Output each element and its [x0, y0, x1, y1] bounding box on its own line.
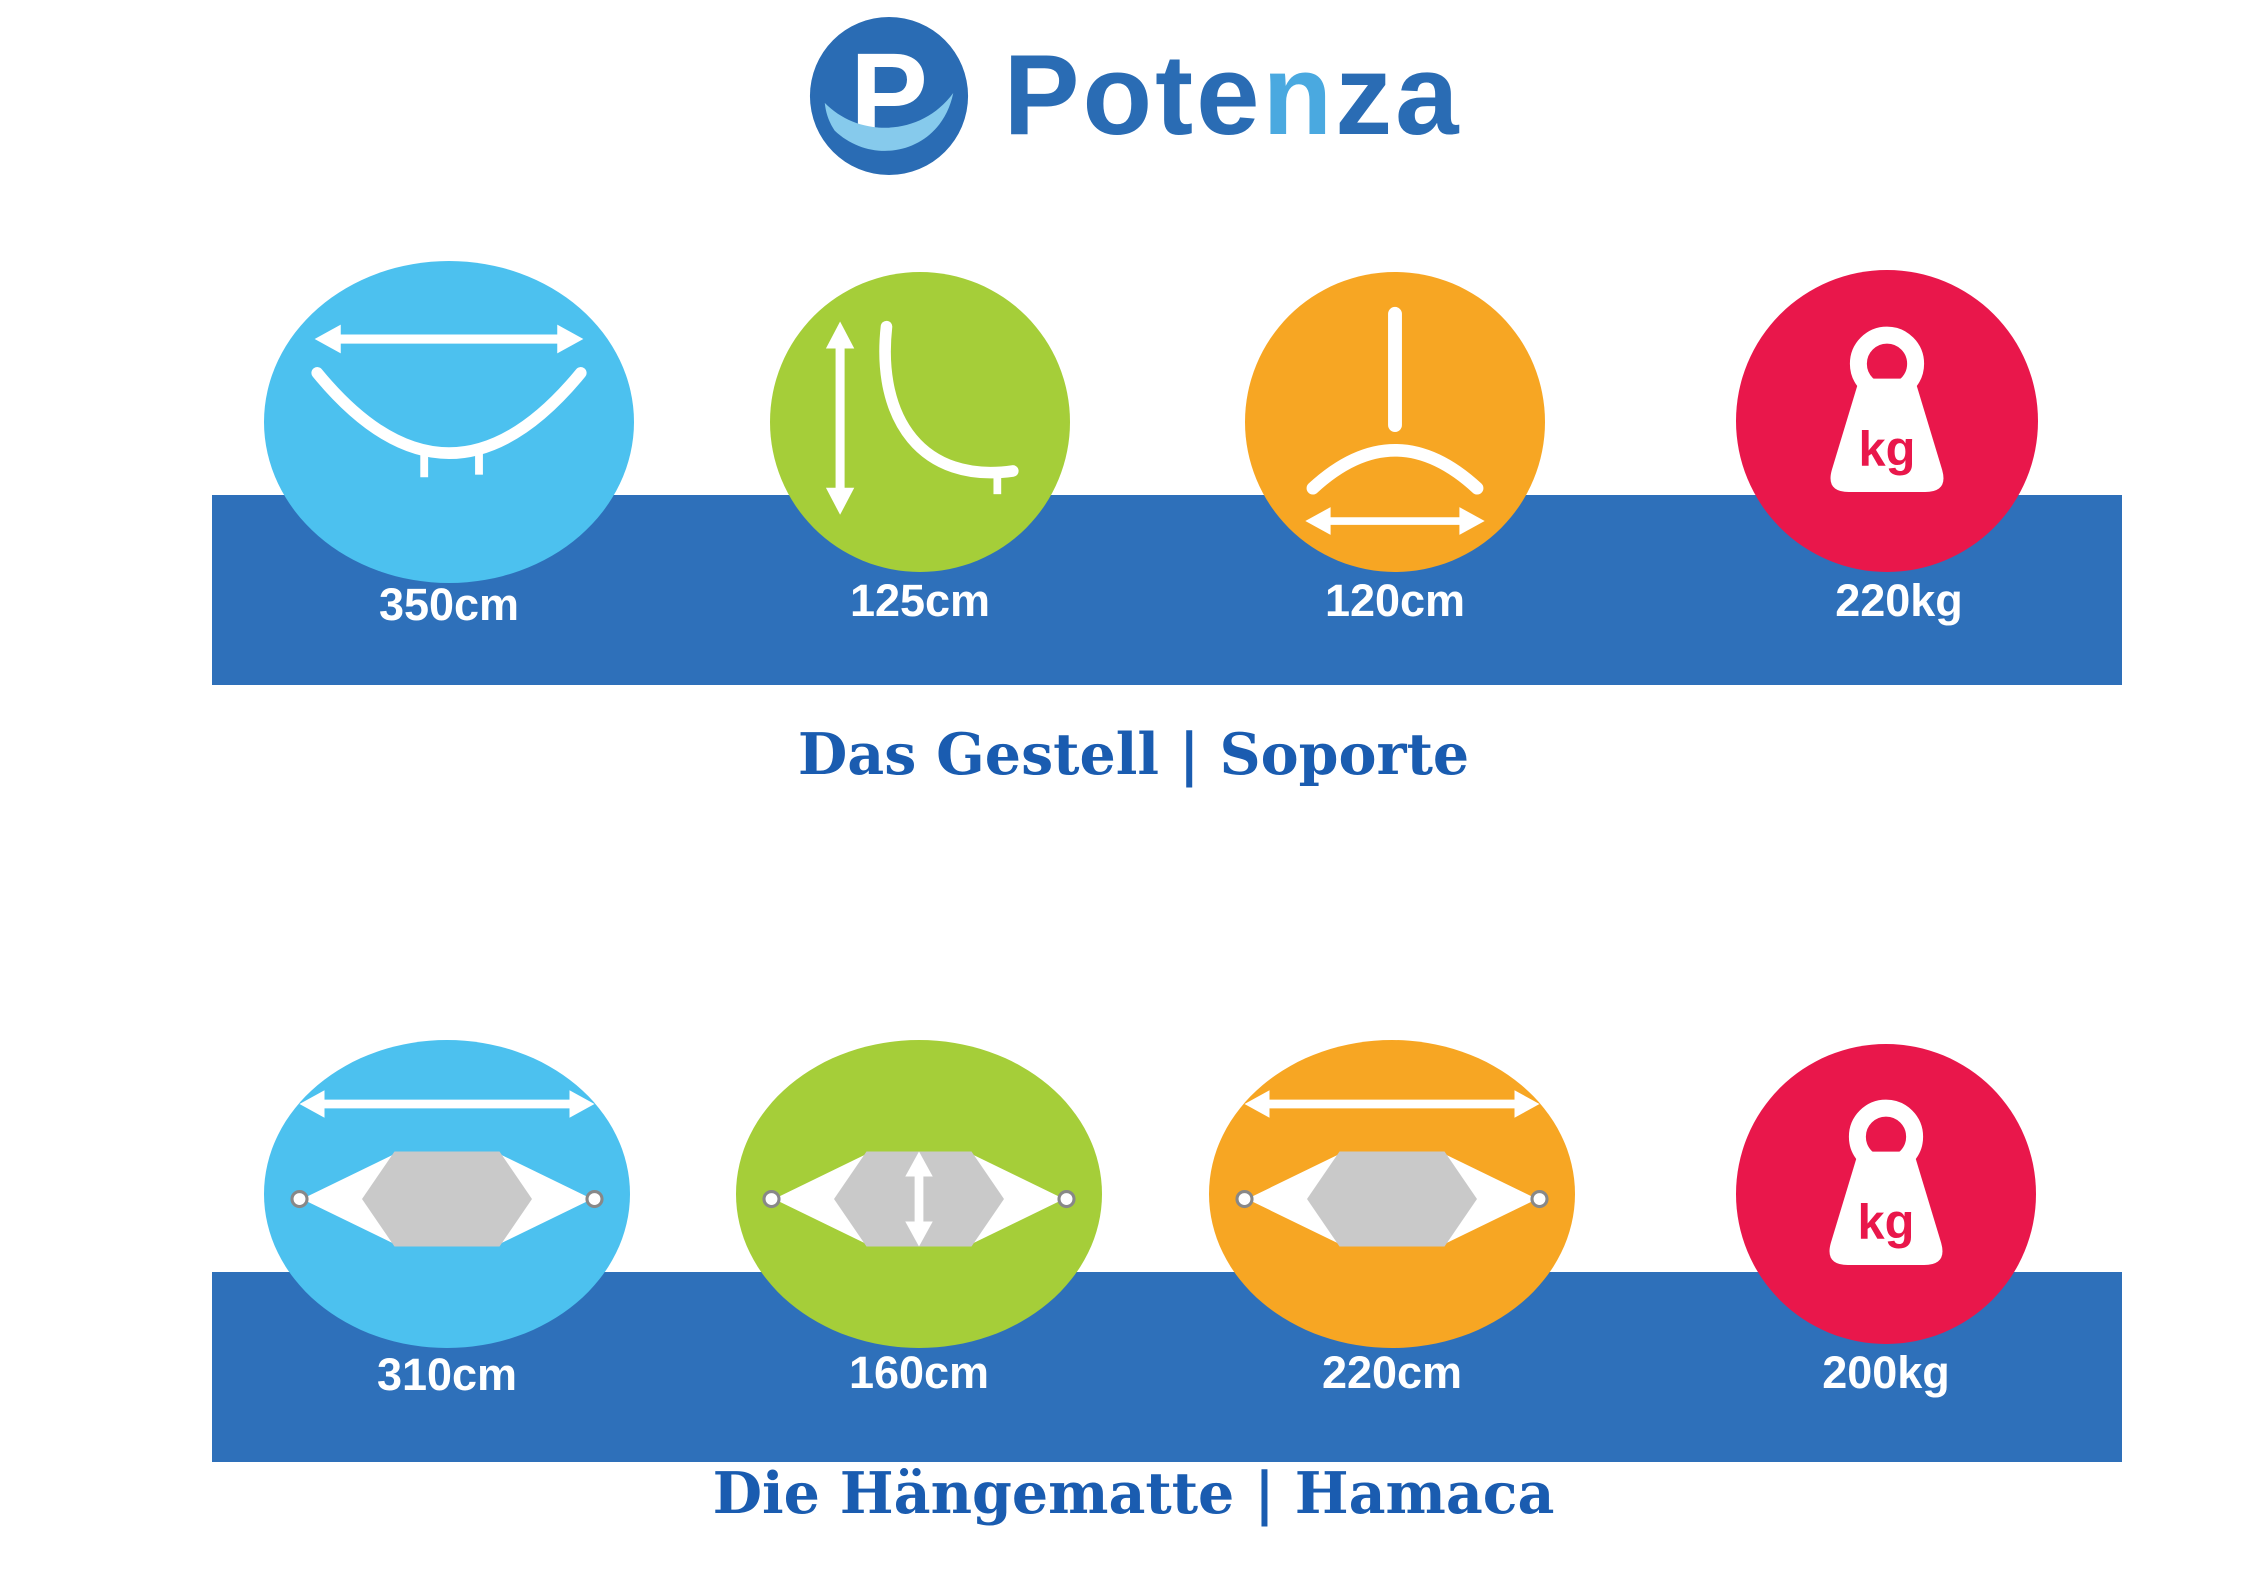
hammock-length-icon	[290, 1090, 604, 1247]
hammock-width-icon	[1235, 1090, 1549, 1247]
weight-kg-icon: kg	[1829, 1099, 1943, 1266]
hammock-width-circle	[1209, 1040, 1575, 1348]
stand-width-circle	[264, 261, 634, 583]
brand-name-post: za	[1335, 32, 1462, 159]
brand-name: Potenza	[1003, 39, 1461, 153]
brand-logo: P Potenza	[0, 12, 2267, 180]
hammock-height-icon	[762, 1151, 1076, 1247]
hammock-section-caption: Die Hängematte | Hamaca	[712, 1460, 1555, 1527]
potenza-hammock-logo-icon: P	[810, 16, 969, 176]
stand-base-width-icon	[1305, 306, 1485, 535]
hammock-height-label: 160cm	[848, 1347, 990, 1398]
hammock-length-circle	[264, 1040, 630, 1348]
stand-max-load-circle: kg	[1736, 270, 2038, 572]
stand-section-caption: Das Gestell | Soporte	[797, 721, 1470, 788]
stand-base-width-label: 120cm	[1324, 575, 1466, 626]
weight-kg-icon: kg	[1830, 326, 1944, 493]
hammock-height-circle	[736, 1040, 1102, 1348]
stand-height-circle	[770, 272, 1070, 572]
brand-name-accent: n	[1262, 32, 1336, 159]
hammock-max-load-label: 200kg	[1822, 1347, 1950, 1398]
hammock-max-load-circle: kg	[1736, 1044, 2036, 1344]
svg-text:kg: kg	[1859, 423, 1916, 477]
stand-width-icon	[311, 324, 587, 477]
stand-max-load-label: 220kg	[1835, 575, 1963, 626]
brand-name-pre: Pote	[1003, 32, 1263, 159]
stand-height-label: 125cm	[849, 575, 991, 626]
stand-height-icon	[825, 320, 1019, 515]
stand-base-width-circle	[1245, 272, 1545, 572]
svg-text:kg: kg	[1858, 1196, 1915, 1250]
hammock-length-label: 310cm	[376, 1349, 518, 1400]
hammock-width-label: 220cm	[1321, 1347, 1463, 1398]
stand-width-label: 350cm	[378, 579, 520, 630]
